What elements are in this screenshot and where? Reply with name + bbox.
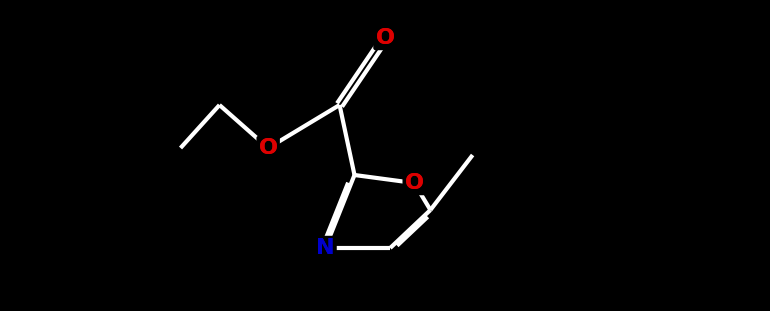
Text: O: O bbox=[259, 138, 278, 158]
Text: O: O bbox=[259, 138, 278, 158]
Text: O: O bbox=[405, 173, 424, 193]
Text: O: O bbox=[405, 173, 424, 193]
Text: O: O bbox=[405, 173, 424, 193]
Text: N: N bbox=[316, 238, 334, 258]
Text: N: N bbox=[316, 238, 334, 258]
Text: N: N bbox=[316, 238, 334, 258]
Text: O: O bbox=[376, 28, 394, 48]
Text: O: O bbox=[259, 138, 278, 158]
Text: O: O bbox=[376, 28, 394, 48]
Text: O: O bbox=[376, 28, 394, 48]
